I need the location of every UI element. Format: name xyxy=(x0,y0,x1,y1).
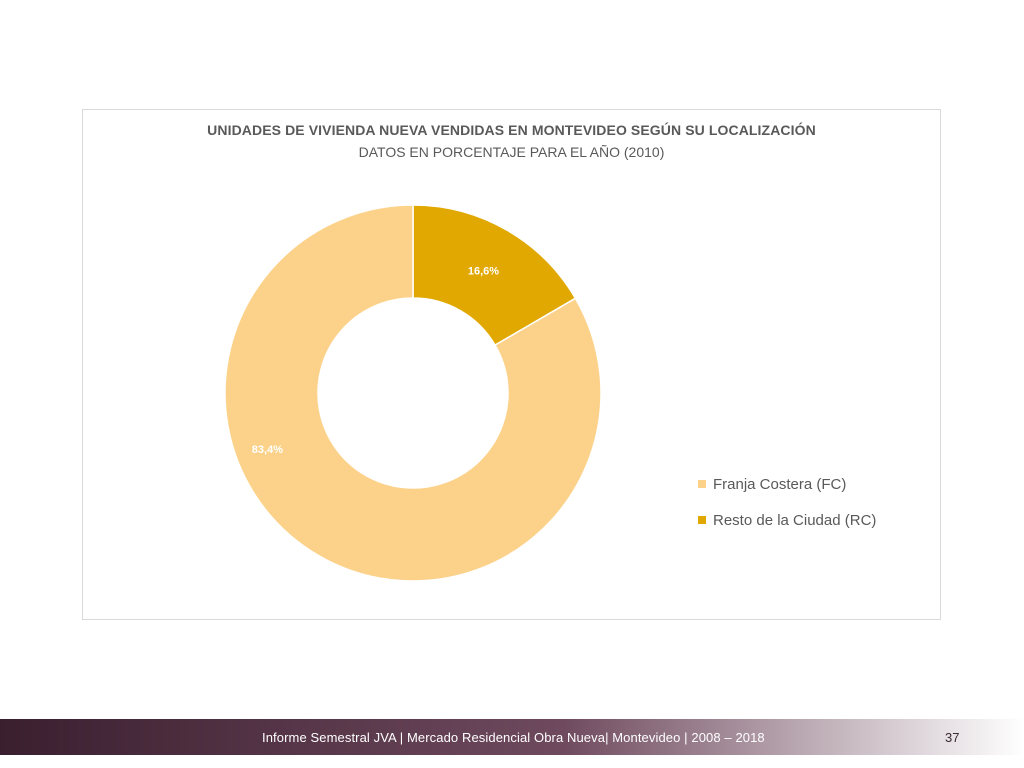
footer-bar xyxy=(0,719,1024,755)
legend-label-rc: Resto de la Ciudad (RC) xyxy=(713,511,877,529)
legend-swatch-fc xyxy=(698,480,706,488)
footer-text: Informe Semestral JVA | Mercado Residenc… xyxy=(262,730,765,745)
slice-label-rc: 16,6% xyxy=(468,265,499,277)
slice-fc xyxy=(224,204,602,582)
legend-swatch-rc xyxy=(698,516,706,524)
slice-rc xyxy=(412,204,577,347)
legend-label-fc: Franja Costera (FC) xyxy=(713,475,847,493)
slice-label-fc: 83,4% xyxy=(252,444,283,456)
legend-item-fc: Franja Costera (FC) xyxy=(698,466,876,502)
chart-legend: Franja Costera (FC) Resto de la Ciudad (… xyxy=(698,466,876,538)
legend-item-rc: Resto de la Ciudad (RC) xyxy=(698,502,876,538)
donut-chart: 16,6% 83,4% xyxy=(224,204,602,582)
chart-subtitle: DATOS EN PORCENTAJE PARA EL AÑO (2010) xyxy=(358,144,665,160)
chart-title: UNIDADES DE VIVIENDA NUEVA VENDIDAS EN M… xyxy=(207,122,816,138)
page-number: 37 xyxy=(945,730,960,745)
chart-frame: UNIDADES DE VIVIENDA NUEVA VENDIDAS EN M… xyxy=(82,109,941,620)
